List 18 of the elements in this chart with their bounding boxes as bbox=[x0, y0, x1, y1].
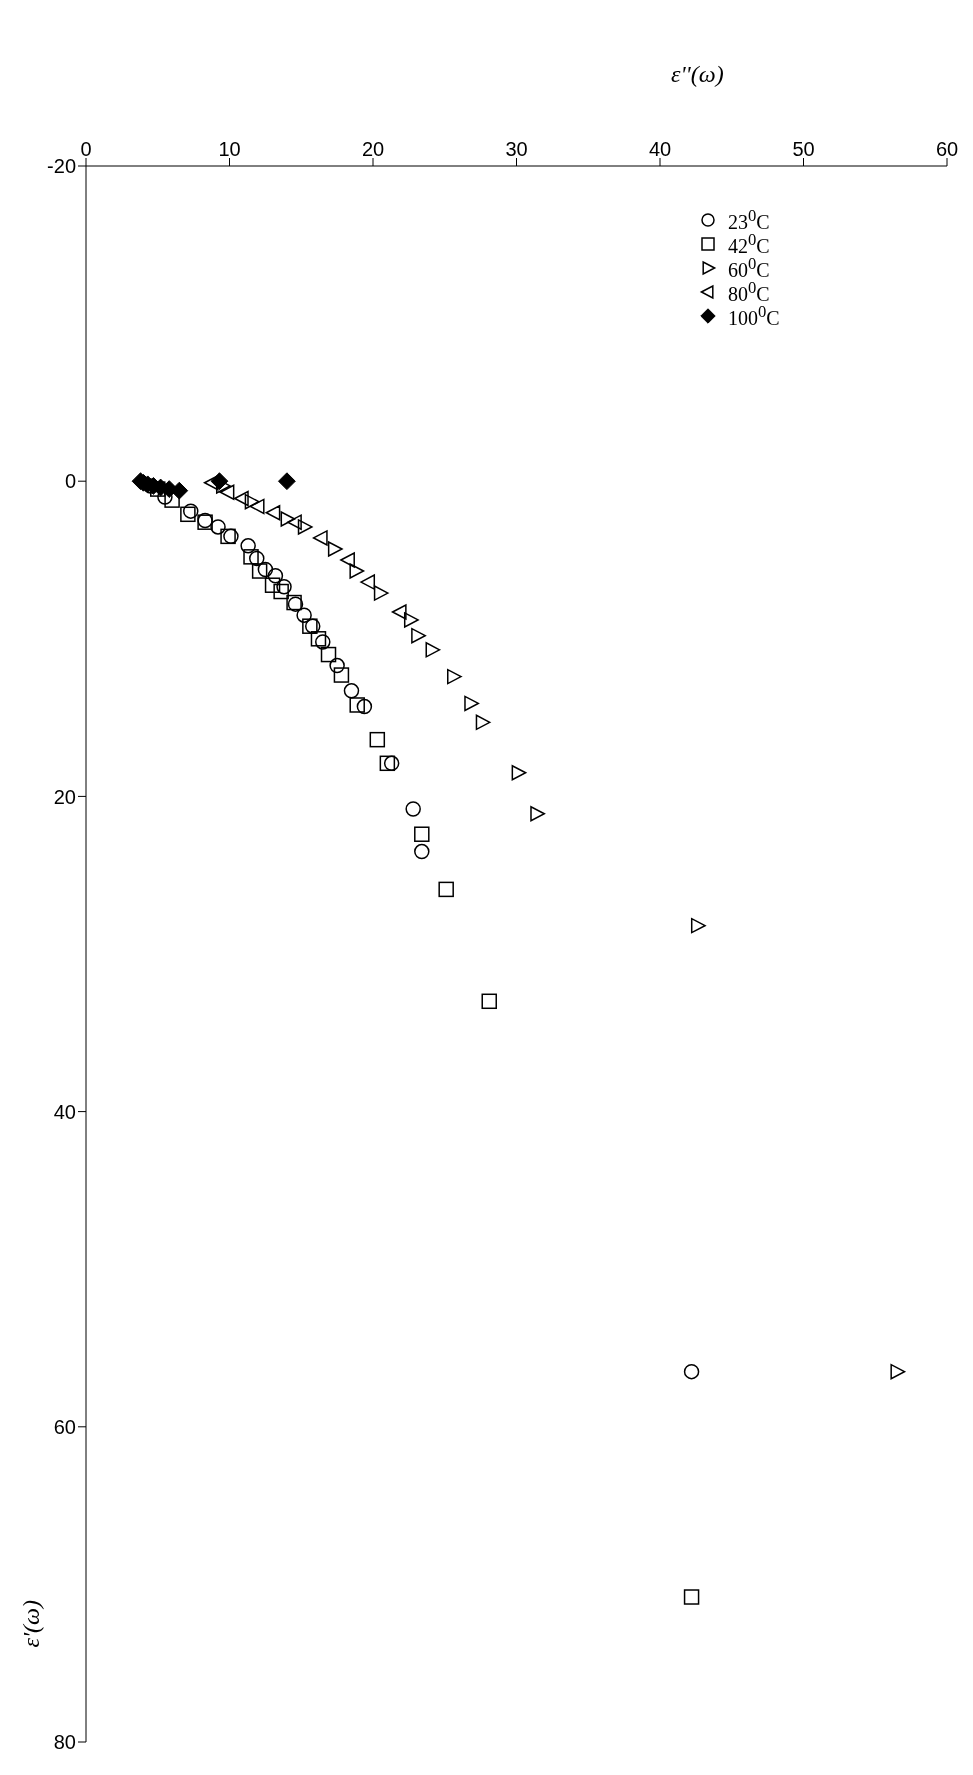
legend-label: 80$^{0}$C bbox=[728, 278, 770, 305]
x-axis-title: ε''(ω) bbox=[670, 60, 724, 87]
y-tick-label: 0 bbox=[64, 470, 76, 493]
x-tick-label: 0 bbox=[80, 138, 92, 160]
y-tick-label: 80 bbox=[53, 1731, 76, 1754]
x-tick-label: 40 bbox=[648, 138, 672, 160]
y-tick-label: 60 bbox=[53, 1415, 76, 1438]
x-tick-label: 30 bbox=[505, 138, 528, 160]
y-tick-label: 40 bbox=[53, 1100, 76, 1123]
y-axis-title: ε'(ω) bbox=[18, 1600, 45, 1648]
x-tick-label: 10 bbox=[218, 138, 241, 160]
legend-label: 60$^{0}$C bbox=[728, 254, 770, 281]
y-tick-label: -20 bbox=[47, 155, 76, 178]
x-tick-label: 60 bbox=[935, 138, 959, 160]
legend-label: 100$^{0}$C bbox=[728, 302, 780, 329]
y-tick-label: 20 bbox=[53, 785, 76, 808]
x-tick-label: 50 bbox=[792, 138, 815, 160]
x-tick-label: 20 bbox=[361, 138, 385, 160]
